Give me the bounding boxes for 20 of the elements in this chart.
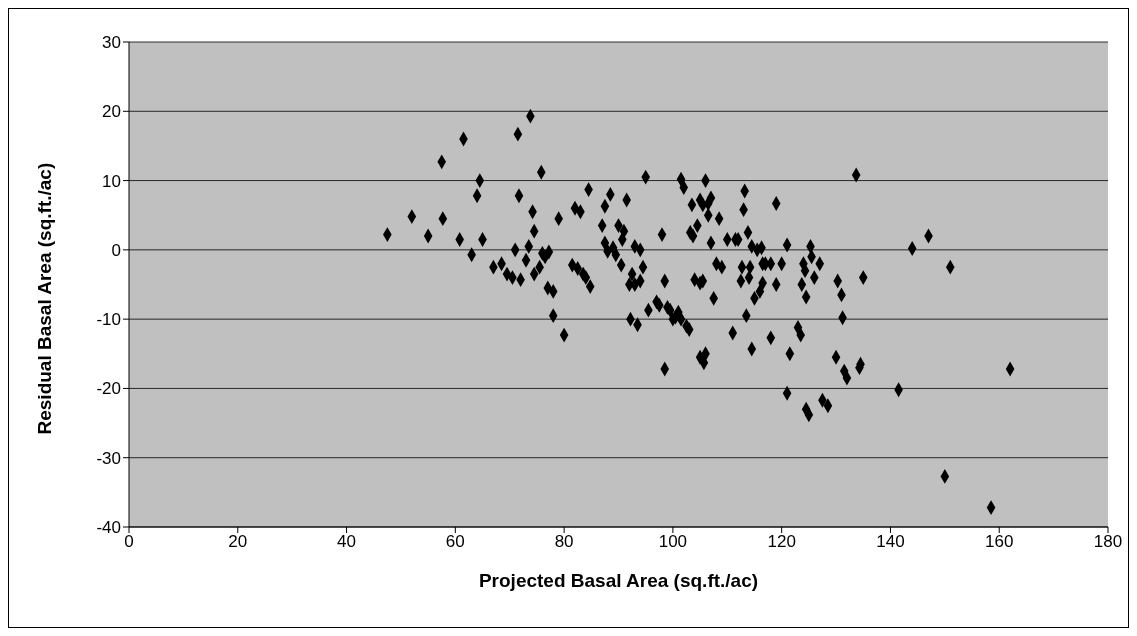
y-tick-label: -10 <box>96 310 121 330</box>
x-tick-label: 120 <box>767 532 796 552</box>
x-tick-label: 0 <box>124 532 134 552</box>
y-tick-label: -30 <box>96 448 121 468</box>
x-tick-label: 80 <box>554 532 574 552</box>
x-tick-label: 140 <box>876 532 905 552</box>
x-tick-label: 60 <box>445 532 465 552</box>
y-tick-label: 20 <box>102 102 121 122</box>
y-tick-label: 30 <box>102 33 121 53</box>
y-axis-title: Residual Basal Area (sq.ft./ac) <box>33 162 55 435</box>
x-tick-label: 40 <box>337 532 357 552</box>
x-tick-label: 100 <box>658 532 688 552</box>
x-tick-label: 180 <box>1093 532 1123 552</box>
x-tick-label: 160 <box>985 532 1014 552</box>
x-axis-title: Projected Basal Area (sq.ft./ac) <box>478 570 759 591</box>
y-tick-label: -20 <box>96 379 121 399</box>
y-tick-label: -40 <box>96 518 121 538</box>
y-tick-label: 0 <box>111 240 121 260</box>
x-tick-label: 20 <box>228 532 248 552</box>
y-tick-label: 10 <box>102 171 121 191</box>
